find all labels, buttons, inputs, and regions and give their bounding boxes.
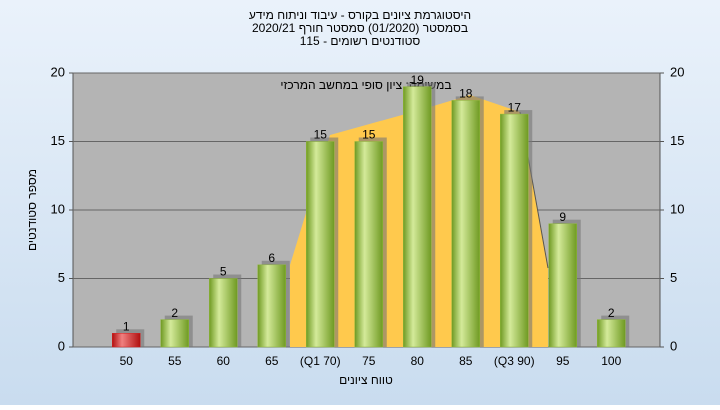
bar bbox=[451, 100, 480, 348]
value-label: 2 bbox=[171, 306, 178, 320]
bar bbox=[354, 141, 383, 348]
y2-tick-label: 15 bbox=[670, 133, 684, 148]
bar bbox=[500, 113, 529, 348]
y-tick-label: 5 bbox=[58, 270, 65, 285]
x-axis-label: טווח ציונים bbox=[339, 373, 393, 387]
value-label: 2 bbox=[608, 306, 615, 320]
y-tick-label: 0 bbox=[58, 338, 65, 353]
bar bbox=[160, 319, 189, 348]
value-label: 17 bbox=[508, 100, 522, 114]
y2-tick-label: 0 bbox=[670, 338, 677, 353]
value-label: 15 bbox=[362, 128, 376, 142]
x-tick-label: 60 bbox=[217, 354, 231, 368]
x-tick-label: 55 bbox=[168, 354, 182, 368]
chart-subtitle: בסמסטר (01/2020) סמסטר חורף 2020/21 bbox=[252, 21, 468, 35]
bar bbox=[306, 141, 335, 348]
value-label: 18 bbox=[459, 87, 473, 101]
value-label: 9 bbox=[559, 210, 566, 224]
value-label: 19 bbox=[411, 73, 425, 87]
x-tick-label: 95 bbox=[556, 354, 570, 368]
chart-subtitle: סטודנטים רשומים - 115 bbox=[300, 34, 421, 48]
y-tick-label: 20 bbox=[51, 64, 65, 79]
value-label: 1 bbox=[123, 319, 130, 333]
x-tick-label: 50 bbox=[120, 354, 134, 368]
y2-tick-label: 5 bbox=[670, 270, 677, 285]
x-tick-label: 65 bbox=[265, 354, 279, 368]
x-tick-label: 75 bbox=[362, 354, 376, 368]
bar bbox=[403, 86, 432, 348]
bar bbox=[548, 223, 577, 348]
y-axis-label: מספר סטודנטים bbox=[25, 169, 39, 251]
value-label: 6 bbox=[268, 251, 275, 265]
bar bbox=[597, 319, 626, 348]
bar bbox=[257, 264, 286, 348]
x-tick-label: (Q3 90) bbox=[494, 354, 535, 368]
y-tick-label: 15 bbox=[51, 133, 65, 148]
bar bbox=[209, 278, 238, 348]
x-tick-label: 100 bbox=[601, 354, 621, 368]
y2-tick-label: 20 bbox=[670, 64, 684, 79]
x-tick-label: (Q1 70) bbox=[300, 354, 341, 368]
value-label: 15 bbox=[314, 128, 328, 142]
bar bbox=[112, 333, 141, 348]
chart-title: היסטוגרמת ציונים בקורס - עיבוד וניתוח מי… bbox=[249, 8, 471, 22]
x-tick-label: 80 bbox=[411, 354, 425, 368]
y2-tick-label: 10 bbox=[670, 201, 684, 216]
x-tick-label: 85 bbox=[459, 354, 473, 368]
y-tick-label: 10 bbox=[51, 201, 65, 216]
value-label: 5 bbox=[220, 265, 227, 279]
